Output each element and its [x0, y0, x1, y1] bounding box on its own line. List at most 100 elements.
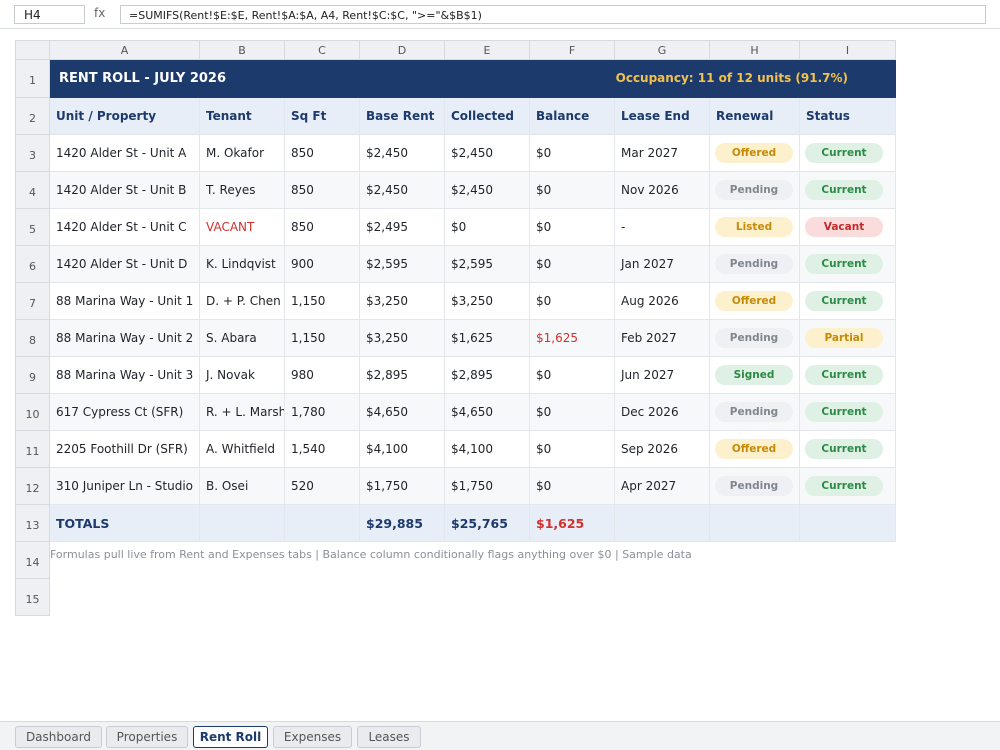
- table-cell-renewal[interactable]: [710, 283, 800, 320]
- table-cell-collected[interactable]: $3,250: [445, 283, 530, 320]
- table-cell-sqft[interactable]: 1,540: [285, 431, 360, 468]
- table-cell-lease-end[interactable]: Feb 2027: [615, 320, 710, 357]
- row-header-8[interactable]: 8: [15, 320, 50, 357]
- sheet-tab-rent-roll[interactable]: Rent Roll: [193, 726, 268, 748]
- column-header-g[interactable]: G: [615, 40, 710, 60]
- table-cell-unit[interactable]: 88 Marina Way - Unit 1: [50, 283, 200, 320]
- table-cell-rent[interactable]: $4,650: [360, 394, 445, 431]
- totals-cell[interactable]: TOTALS: [50, 505, 200, 542]
- table-cell-unit[interactable]: 310 Juniper Ln - Studio: [50, 468, 200, 505]
- table-cell-status[interactable]: [800, 357, 896, 394]
- table-cell-sqft[interactable]: 1,780: [285, 394, 360, 431]
- table-cell-renewal[interactable]: [710, 357, 800, 394]
- table-cell-collected[interactable]: $1,625: [445, 320, 530, 357]
- column-title[interactable]: Sq Ft: [285, 98, 360, 135]
- column-header-f[interactable]: F: [530, 40, 615, 60]
- table-cell-balance[interactable]: $0: [530, 283, 615, 320]
- totals-cell[interactable]: $25,765: [445, 505, 530, 542]
- row-header-13[interactable]: 13: [15, 505, 50, 542]
- table-cell-collected[interactable]: $1,750: [445, 468, 530, 505]
- table-cell-unit[interactable]: 1420 Alder St - Unit B: [50, 172, 200, 209]
- table-cell-tenant[interactable]: B. Osei: [200, 468, 285, 505]
- table-cell-lease-end[interactable]: Sep 2026: [615, 431, 710, 468]
- row-header-5[interactable]: 5: [15, 209, 50, 246]
- table-cell-rent[interactable]: $3,250: [360, 283, 445, 320]
- row-header-6[interactable]: 6: [15, 246, 50, 283]
- row-header-11[interactable]: 11: [15, 431, 50, 468]
- table-cell-rent[interactable]: $2,450: [360, 135, 445, 172]
- column-title[interactable]: Balance: [530, 98, 615, 135]
- row-header-10[interactable]: 10: [15, 394, 50, 431]
- table-cell-tenant[interactable]: R. + L. Marsh: [200, 394, 285, 431]
- column-header-h[interactable]: H: [710, 40, 800, 60]
- column-header-a[interactable]: A: [50, 40, 200, 60]
- table-cell-unit[interactable]: 2205 Foothill Dr (SFR): [50, 431, 200, 468]
- table-cell-status[interactable]: [800, 135, 896, 172]
- table-cell-status[interactable]: [800, 209, 896, 246]
- totals-empty-cell[interactable]: [200, 505, 285, 542]
- row-header-1[interactable]: 1: [15, 60, 50, 98]
- table-cell-unit[interactable]: 1420 Alder St - Unit D: [50, 246, 200, 283]
- table-cell-balance[interactable]: $0: [530, 468, 615, 505]
- name-box[interactable]: H4: [14, 5, 85, 24]
- table-cell-balance[interactable]: $0: [530, 135, 615, 172]
- table-cell-sqft[interactable]: 850: [285, 135, 360, 172]
- totals-empty-cell[interactable]: [710, 505, 800, 542]
- column-title[interactable]: Status: [800, 98, 896, 135]
- table-cell-unit[interactable]: 1420 Alder St - Unit C: [50, 209, 200, 246]
- table-cell-collected[interactable]: $2,895: [445, 357, 530, 394]
- table-cell-rent[interactable]: $2,450: [360, 172, 445, 209]
- row-header-12[interactable]: 12: [15, 468, 50, 505]
- table-cell-unit[interactable]: 617 Cypress Ct (SFR): [50, 394, 200, 431]
- row-header-3[interactable]: 3: [15, 135, 50, 172]
- table-cell-tenant[interactable]: VACANT: [200, 209, 285, 246]
- table-cell-renewal[interactable]: [710, 431, 800, 468]
- table-cell-sqft[interactable]: 520: [285, 468, 360, 505]
- totals-empty-cell[interactable]: [615, 505, 710, 542]
- table-cell-lease-end[interactable]: Nov 2026: [615, 172, 710, 209]
- table-cell-tenant[interactable]: K. Lindqvist: [200, 246, 285, 283]
- table-cell-balance[interactable]: $0: [530, 394, 615, 431]
- table-cell-rent[interactable]: $1,750: [360, 468, 445, 505]
- table-cell-collected[interactable]: $4,650: [445, 394, 530, 431]
- row-header-15[interactable]: 15: [15, 579, 50, 616]
- table-cell-sqft[interactable]: 850: [285, 209, 360, 246]
- table-cell-tenant[interactable]: S. Abara: [200, 320, 285, 357]
- totals-cell[interactable]: $1,625: [530, 505, 615, 542]
- sheet-tab-leases[interactable]: Leases: [357, 726, 421, 748]
- column-title[interactable]: Renewal: [710, 98, 800, 135]
- table-cell-sqft[interactable]: 1,150: [285, 283, 360, 320]
- table-cell-rent[interactable]: $2,495: [360, 209, 445, 246]
- table-cell-tenant[interactable]: D. + P. Chen: [200, 283, 285, 320]
- table-cell-balance[interactable]: $0: [530, 246, 615, 283]
- table-cell-tenant[interactable]: A. Whitfield: [200, 431, 285, 468]
- table-cell-sqft[interactable]: 900: [285, 246, 360, 283]
- table-cell-lease-end[interactable]: Mar 2027: [615, 135, 710, 172]
- table-cell-tenant[interactable]: J. Novak: [200, 357, 285, 394]
- table-cell-lease-end[interactable]: Dec 2026: [615, 394, 710, 431]
- column-title[interactable]: Base Rent: [360, 98, 445, 135]
- table-cell-lease-end[interactable]: Aug 2026: [615, 283, 710, 320]
- table-cell-rent[interactable]: $3,250: [360, 320, 445, 357]
- sheet-tab-dashboard[interactable]: Dashboard: [15, 726, 102, 748]
- sheet-tab-expenses[interactable]: Expenses: [273, 726, 352, 748]
- table-cell-collected[interactable]: $0: [445, 209, 530, 246]
- table-cell-collected[interactable]: $2,595: [445, 246, 530, 283]
- table-cell-rent[interactable]: $2,895: [360, 357, 445, 394]
- table-cell-unit[interactable]: 88 Marina Way - Unit 3: [50, 357, 200, 394]
- select-all-corner[interactable]: [15, 40, 50, 60]
- column-header-d[interactable]: D: [360, 40, 445, 60]
- column-header-e[interactable]: E: [445, 40, 530, 60]
- table-cell-collected[interactable]: $2,450: [445, 172, 530, 209]
- column-title[interactable]: Tenant: [200, 98, 285, 135]
- table-cell-renewal[interactable]: [710, 135, 800, 172]
- table-cell-collected[interactable]: $2,450: [445, 135, 530, 172]
- table-cell-tenant[interactable]: T. Reyes: [200, 172, 285, 209]
- table-cell-balance[interactable]: $0: [530, 431, 615, 468]
- table-cell-unit[interactable]: 88 Marina Way - Unit 2: [50, 320, 200, 357]
- table-cell-unit[interactable]: 1420 Alder St - Unit A: [50, 135, 200, 172]
- table-cell-tenant[interactable]: M. Okafor: [200, 135, 285, 172]
- table-cell-lease-end[interactable]: Jun 2027: [615, 357, 710, 394]
- table-cell-balance[interactable]: $0: [530, 357, 615, 394]
- row-header-7[interactable]: 7: [15, 283, 50, 320]
